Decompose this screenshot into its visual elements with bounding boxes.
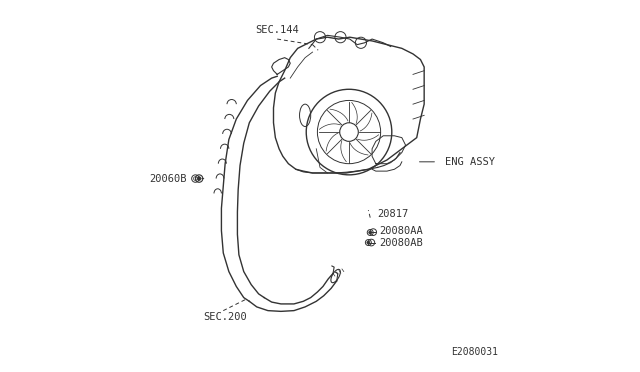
Text: 20080AA: 20080AA [379, 227, 422, 236]
Text: SEC.144: SEC.144 [255, 25, 299, 35]
Text: 20817: 20817 [378, 209, 409, 219]
Text: 20060B: 20060B [149, 174, 186, 183]
Text: SEC.200: SEC.200 [203, 312, 246, 322]
Text: E2080031: E2080031 [452, 347, 499, 356]
Text: 20080AB: 20080AB [379, 238, 422, 247]
Circle shape [369, 231, 372, 234]
Text: ENG ASSY: ENG ASSY [445, 157, 495, 167]
Circle shape [197, 177, 201, 180]
Circle shape [367, 241, 370, 244]
